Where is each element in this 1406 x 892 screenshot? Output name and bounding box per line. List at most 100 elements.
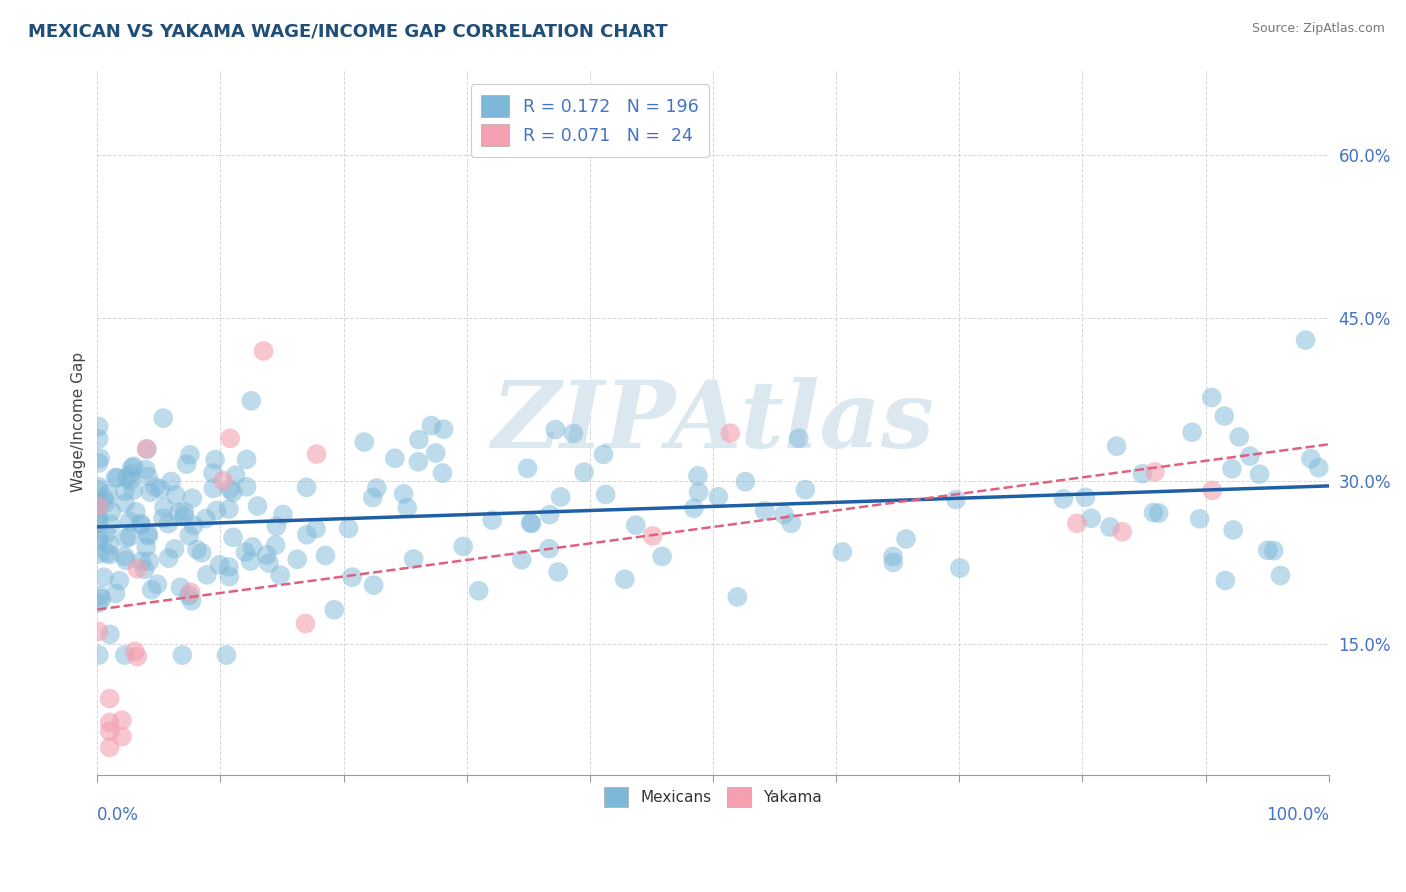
Point bbox=[271, 508, 294, 522]
Point bbox=[87, 624, 110, 639]
Point bbox=[139, 485, 162, 500]
Point bbox=[208, 558, 231, 572]
Point bbox=[87, 532, 110, 546]
Point bbox=[121, 460, 143, 475]
Point bbox=[87, 419, 110, 434]
Point bbox=[1227, 430, 1250, 444]
Point bbox=[366, 481, 388, 495]
Point bbox=[108, 574, 131, 588]
Point bbox=[125, 505, 148, 519]
Point bbox=[100, 505, 122, 519]
Point bbox=[1188, 512, 1211, 526]
Point bbox=[1142, 506, 1164, 520]
Y-axis label: Wage/Income Gap: Wage/Income Gap bbox=[72, 351, 86, 491]
Point bbox=[138, 554, 160, 568]
Point bbox=[135, 442, 157, 457]
Point bbox=[1080, 511, 1102, 525]
Point bbox=[167, 506, 190, 520]
Point bbox=[87, 648, 110, 662]
Point bbox=[882, 556, 904, 570]
Point bbox=[547, 565, 569, 579]
Point bbox=[115, 531, 138, 545]
Point bbox=[218, 560, 240, 574]
Point bbox=[519, 516, 541, 530]
Point bbox=[153, 500, 176, 515]
Point bbox=[135, 442, 157, 456]
Point bbox=[945, 492, 967, 507]
Point bbox=[194, 511, 217, 525]
Point bbox=[707, 490, 730, 504]
Point bbox=[124, 644, 146, 658]
Point bbox=[305, 522, 328, 536]
Point bbox=[1295, 333, 1317, 347]
Point bbox=[641, 529, 664, 543]
Point bbox=[87, 596, 110, 610]
Point bbox=[165, 488, 187, 502]
Point bbox=[176, 457, 198, 471]
Point bbox=[93, 570, 115, 584]
Point bbox=[215, 648, 238, 662]
Point bbox=[1213, 409, 1236, 423]
Point bbox=[98, 724, 121, 739]
Point bbox=[129, 516, 152, 531]
Point bbox=[104, 586, 127, 600]
Point bbox=[725, 590, 748, 604]
Point bbox=[481, 513, 503, 527]
Point bbox=[337, 521, 360, 535]
Point bbox=[118, 530, 141, 544]
Point bbox=[173, 505, 195, 519]
Point bbox=[572, 465, 595, 479]
Point bbox=[510, 552, 533, 566]
Text: 100.0%: 100.0% bbox=[1265, 806, 1329, 824]
Point bbox=[688, 485, 710, 500]
Point bbox=[87, 510, 110, 524]
Point bbox=[87, 547, 110, 561]
Point bbox=[179, 528, 201, 542]
Point bbox=[127, 562, 149, 576]
Point bbox=[269, 568, 291, 582]
Point bbox=[157, 551, 180, 566]
Point bbox=[285, 552, 308, 566]
Point bbox=[1299, 451, 1322, 466]
Point bbox=[98, 740, 121, 755]
Point bbox=[467, 583, 489, 598]
Point bbox=[686, 468, 709, 483]
Point bbox=[218, 569, 240, 583]
Point bbox=[718, 426, 741, 441]
Point bbox=[93, 491, 115, 505]
Point bbox=[1239, 449, 1261, 463]
Point bbox=[1143, 465, 1166, 479]
Point bbox=[89, 451, 111, 466]
Point bbox=[425, 446, 447, 460]
Point bbox=[98, 627, 121, 641]
Point bbox=[550, 490, 572, 504]
Point bbox=[363, 578, 385, 592]
Point bbox=[222, 485, 245, 500]
Point bbox=[257, 556, 280, 570]
Point bbox=[1052, 491, 1074, 506]
Point bbox=[451, 540, 474, 554]
Point bbox=[613, 572, 636, 586]
Point bbox=[794, 483, 817, 497]
Point bbox=[396, 500, 419, 515]
Point bbox=[115, 470, 138, 484]
Point bbox=[323, 603, 346, 617]
Point bbox=[127, 649, 149, 664]
Point bbox=[87, 496, 110, 510]
Point bbox=[87, 456, 110, 470]
Point bbox=[305, 447, 328, 461]
Point bbox=[201, 466, 224, 480]
Point bbox=[353, 435, 375, 450]
Point bbox=[754, 504, 776, 518]
Text: ZIPAtlas: ZIPAtlas bbox=[492, 376, 935, 467]
Point bbox=[134, 562, 156, 576]
Point bbox=[314, 549, 336, 563]
Point bbox=[1147, 506, 1170, 520]
Point bbox=[780, 516, 803, 531]
Point bbox=[432, 466, 454, 480]
Point bbox=[115, 553, 138, 567]
Point bbox=[180, 585, 202, 599]
Point bbox=[1132, 467, 1154, 481]
Point bbox=[538, 508, 561, 522]
Point bbox=[252, 343, 274, 358]
